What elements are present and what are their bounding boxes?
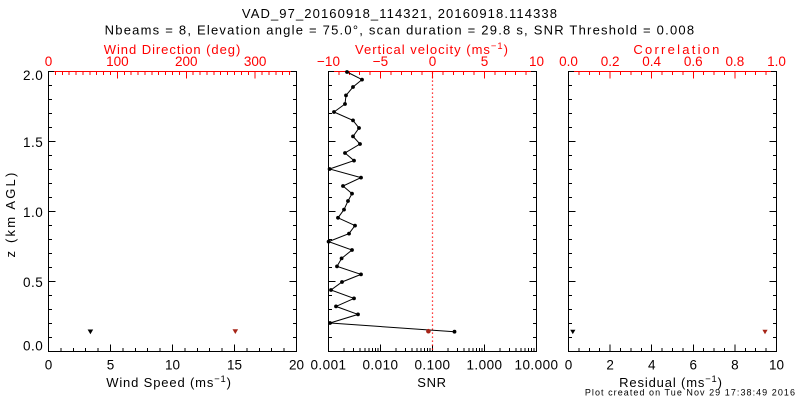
svg-text:300: 300 (244, 54, 267, 69)
svg-text:8: 8 (731, 357, 739, 372)
svg-text:5: 5 (481, 54, 489, 69)
svg-text:10.000: 10.000 (515, 357, 559, 372)
svg-text:0.8: 0.8 (726, 54, 745, 69)
svg-text:100: 100 (106, 54, 129, 69)
svg-text:1.000: 1.000 (466, 357, 502, 372)
svg-text:200: 200 (175, 54, 198, 69)
svg-text:0.0: 0.0 (559, 54, 578, 69)
svg-text:0.5: 0.5 (23, 275, 43, 290)
svg-text:Nbeams = 8, Elevation angle =: Nbeams = 8, Elevation angle = 75.0°, sca… (105, 23, 696, 38)
svg-text:1.5: 1.5 (23, 135, 43, 150)
svg-text:10: 10 (165, 357, 180, 372)
svg-text:Vertical velocity (ms−1): Vertical velocity (ms−1) (355, 40, 509, 57)
svg-text:20: 20 (289, 357, 304, 372)
svg-text:VAD_97_20160918_114321, 201609: VAD_97_20160918_114321, 20160918.114338 (242, 6, 558, 21)
svg-text:6: 6 (690, 357, 698, 372)
svg-text:−10: −10 (317, 54, 340, 69)
svg-text:0: 0 (565, 357, 573, 372)
svg-text:0.0: 0.0 (23, 339, 43, 354)
svg-text:0.2: 0.2 (601, 54, 620, 69)
svg-text:4: 4 (648, 357, 656, 372)
svg-text:2: 2 (606, 357, 614, 372)
svg-text:0.001: 0.001 (310, 357, 346, 372)
svg-text:0.100: 0.100 (414, 357, 450, 372)
svg-text:1.0: 1.0 (767, 54, 786, 69)
svg-text:Wind Direction (deg): Wind Direction (deg) (104, 42, 242, 57)
svg-text:0: 0 (429, 54, 437, 69)
svg-text:0: 0 (45, 54, 53, 69)
svg-text:Plot created on Tue Nov 29 17:: Plot created on Tue Nov 29 17:38:49 2016 (585, 388, 796, 398)
svg-text:10: 10 (529, 54, 544, 69)
svg-text:z (km AGL): z (km AGL) (3, 170, 18, 257)
svg-text:2.0: 2.0 (23, 68, 43, 83)
svg-text:0: 0 (45, 357, 53, 372)
svg-text:−5: −5 (373, 54, 388, 69)
svg-text:1.0: 1.0 (23, 205, 43, 220)
svg-text:Residual (ms−1): Residual (ms−1) (619, 373, 723, 390)
svg-text:0.4: 0.4 (642, 54, 661, 69)
svg-text:10: 10 (769, 357, 784, 372)
svg-text:15: 15 (227, 357, 242, 372)
svg-text:5: 5 (107, 357, 115, 372)
svg-text:Correlation: Correlation (633, 42, 721, 57)
svg-text:Wind Speed (ms−1): Wind Speed (ms−1) (106, 373, 232, 390)
svg-text:0.6: 0.6 (684, 54, 703, 69)
svg-text:0.010: 0.010 (362, 357, 398, 372)
svg-text:SNR: SNR (417, 375, 447, 390)
